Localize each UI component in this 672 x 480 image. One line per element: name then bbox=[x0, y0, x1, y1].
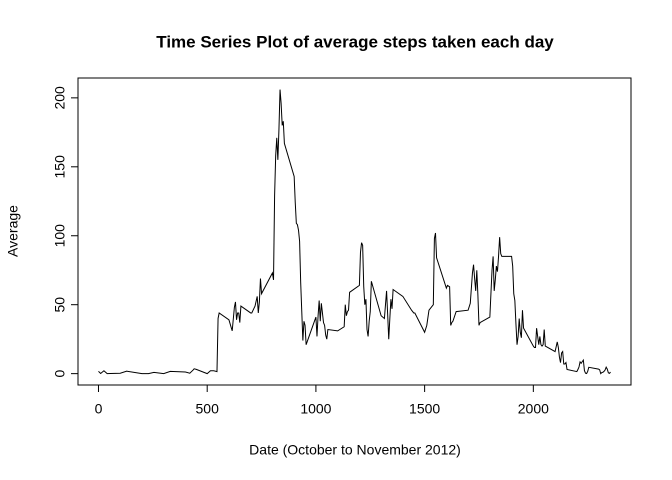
y-tick-label: 150 bbox=[52, 155, 68, 179]
y-tick-label: 50 bbox=[52, 297, 68, 313]
x-tick-label: 2000 bbox=[518, 401, 549, 417]
x-tick-label: 0 bbox=[95, 401, 103, 417]
y-tick-label: 0 bbox=[52, 370, 68, 378]
y-tick-label: 100 bbox=[52, 224, 68, 248]
data-line bbox=[98, 89, 611, 375]
y-axis-title: Average bbox=[5, 205, 21, 257]
chart-title: Time Series Plot of average steps taken … bbox=[156, 32, 554, 51]
y-tick-label: 200 bbox=[52, 86, 68, 110]
x-axis-title: Date (October to November 2012) bbox=[249, 442, 461, 458]
x-tick-label: 1500 bbox=[409, 401, 440, 417]
x-tick-label: 1000 bbox=[300, 401, 331, 417]
plot-frame bbox=[77, 77, 632, 386]
x-tick-label: 500 bbox=[196, 401, 220, 417]
